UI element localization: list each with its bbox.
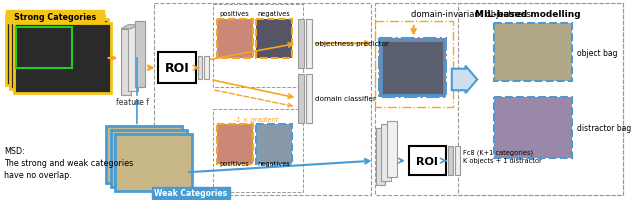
Bar — [13, 24, 111, 94]
Text: objectness predictor: objectness predictor — [315, 41, 389, 47]
Bar — [217, 20, 253, 59]
Bar — [380, 39, 446, 98]
FancyArrow shape — [452, 66, 477, 94]
Bar — [409, 146, 446, 176]
Text: object bag: object bag — [577, 48, 618, 57]
Text: Fc8 (K+1 categories)
K objects + 1 distractor: Fc8 (K+1 categories) K objects + 1 distr… — [463, 149, 541, 163]
Text: Weak Categories: Weak Categories — [154, 188, 227, 197]
Bar — [381, 125, 391, 181]
Bar — [306, 74, 312, 123]
Bar — [454, 146, 460, 176]
Bar — [376, 129, 385, 185]
Bar — [298, 20, 304, 68]
Bar — [458, 4, 623, 195]
Bar — [154, 4, 371, 195]
Bar — [106, 127, 182, 183]
Bar — [6, 11, 104, 24]
Text: MIL-based modelling: MIL-based modelling — [476, 10, 581, 19]
Bar — [10, 20, 108, 90]
Bar — [115, 135, 191, 191]
Bar — [128, 26, 138, 92]
Text: distractor bag: distractor bag — [577, 123, 631, 132]
Text: positives: positives — [220, 160, 250, 166]
Bar — [256, 125, 292, 164]
Bar — [382, 42, 443, 95]
Bar — [494, 24, 572, 82]
Bar — [213, 5, 303, 88]
Bar — [387, 121, 397, 177]
Text: ROI: ROI — [164, 62, 189, 75]
Polygon shape — [135, 22, 145, 88]
Bar — [121, 29, 131, 96]
Bar — [494, 98, 572, 158]
Bar — [374, 22, 452, 107]
Text: -1 × gradient: -1 × gradient — [234, 116, 278, 122]
Text: Strong Categories: Strong Categories — [13, 13, 96, 22]
Text: negatives: negatives — [257, 160, 290, 166]
Text: MSD:
The strong and weak categories
have no overlap.: MSD: The strong and weak categories have… — [4, 146, 133, 179]
Bar — [298, 74, 304, 123]
Text: domain-invariant objectness: domain-invariant objectness — [411, 10, 531, 19]
Bar — [374, 4, 623, 195]
Text: positives: positives — [220, 11, 250, 17]
Bar — [448, 146, 452, 176]
Bar — [15, 27, 72, 68]
Bar — [213, 109, 303, 192]
Bar — [217, 125, 253, 164]
Bar — [198, 57, 202, 80]
Text: domain classifier: domain classifier — [315, 96, 376, 102]
Bar — [6, 16, 104, 86]
Polygon shape — [121, 26, 138, 29]
Bar — [111, 131, 187, 187]
Bar — [204, 57, 209, 80]
Bar — [135, 22, 145, 88]
Text: ROI: ROI — [417, 156, 438, 166]
Bar — [306, 20, 312, 68]
Text: negatives: negatives — [257, 11, 290, 17]
Bar — [152, 187, 230, 199]
Text: feature f: feature f — [116, 98, 150, 106]
Bar — [159, 53, 196, 84]
Bar — [256, 20, 292, 59]
